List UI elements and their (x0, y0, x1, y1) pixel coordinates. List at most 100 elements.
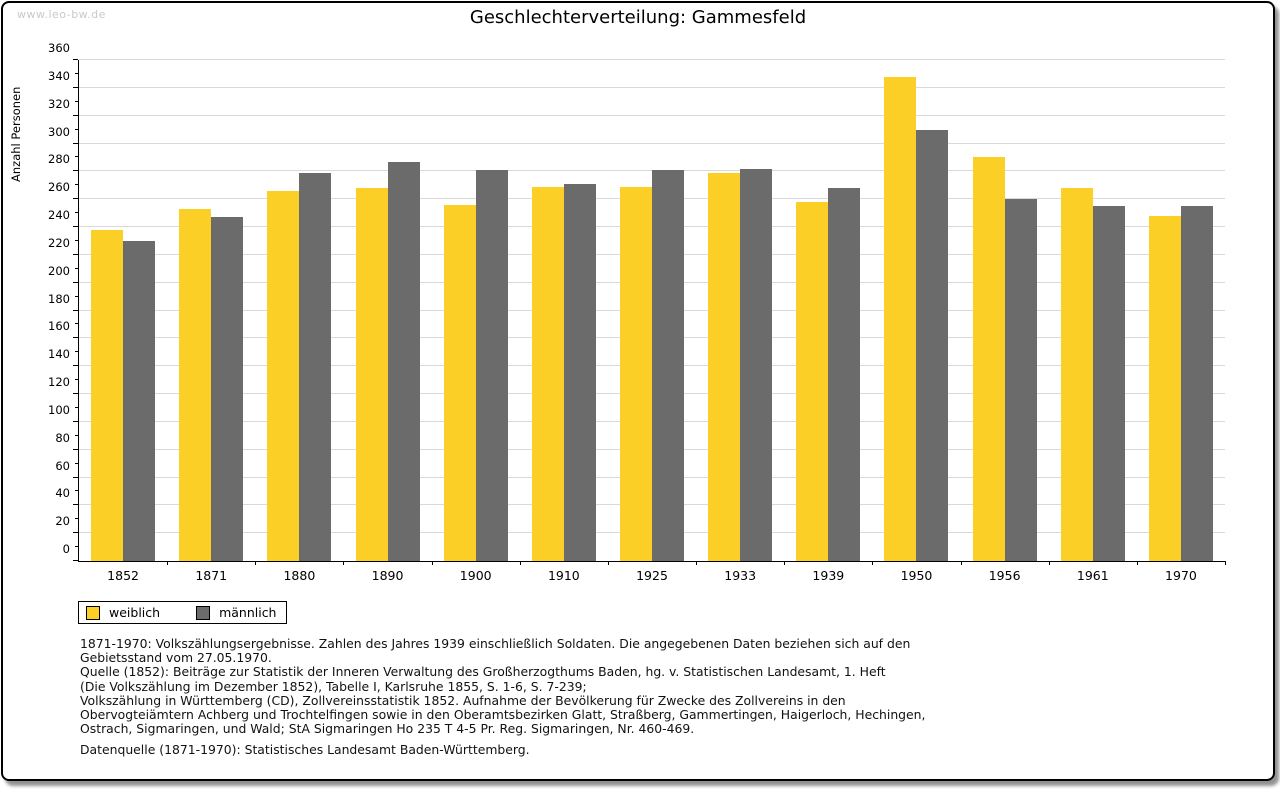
bar-weiblich-1925 (620, 186, 653, 561)
y-axis-tick (75, 239, 78, 241)
y-axis-tick (75, 295, 78, 297)
x-axis-tick (696, 561, 698, 565)
footnote-line: Quelle (1852): Beiträge zur Statistik de… (80, 664, 886, 680)
x-axis-tick-label: 1950 (900, 568, 933, 583)
bar-weiblich-1961 (1060, 188, 1093, 561)
y-axis-tick (73, 532, 78, 534)
bar-männlich-1961 (1092, 206, 1125, 561)
y-axis-tick-label: 80 (55, 430, 70, 445)
y-axis-tick (73, 393, 78, 394)
bar-series-layer: 1852 1871 1880 1890 1900 1910 1925 1933 1939 1950… (79, 60, 1225, 583)
footnote-line: Ostrach, Sigmaringen, und Wald; StA Sigm… (80, 721, 695, 737)
y-axis-tick-label: 360 (48, 41, 70, 55)
x-axis-tick-label: 1970 (1165, 568, 1197, 583)
y-axis-tick (75, 267, 78, 269)
bar-group-1961: 1961 (1049, 60, 1137, 583)
y-axis-tick-label: 200 (48, 263, 70, 278)
y-axis-tick-label: 280 (48, 152, 70, 167)
bar-weiblich-1970 (1148, 215, 1181, 561)
bar-weiblich-1939 (796, 201, 829, 561)
bar-group-1933: 1933 (696, 60, 784, 583)
y-axis-tick (73, 59, 78, 60)
bar-männlich-1910 (563, 183, 596, 561)
y-axis-tick (73, 198, 78, 200)
x-axis-tick-label: 1910 (547, 568, 580, 583)
y-axis-tick (75, 434, 78, 436)
bar-group-1956: 1956 (961, 60, 1049, 583)
x-axis-tick-label: 1852 (107, 568, 139, 583)
bar-group-1880: 1880 (255, 60, 343, 583)
footnote-line: Obervogteiämtern Achberg und Trochtelfin… (80, 707, 926, 723)
footnote-line: Volkszählung in Württemberg (CD), Zollve… (80, 692, 846, 708)
bar-group-1950: 1950 (872, 60, 960, 583)
legend-swatch-maennlich (196, 605, 211, 620)
gridline (79, 142, 1225, 144)
bar-männlich-1956 (1004, 199, 1037, 561)
x-axis-tick (607, 561, 609, 565)
y-axis-title: Anzahl Personen (9, 86, 23, 182)
footnote-line: (Die Volkszählung im Dezember 1852), Tab… (80, 678, 587, 694)
bar-weiblich-1880 (267, 190, 300, 561)
y-axis-tick (75, 406, 78, 408)
y-axis-tick (73, 309, 78, 311)
x-axis-tick (1136, 561, 1138, 565)
bar-weiblich-1933 (708, 172, 741, 561)
x-axis-tick (872, 561, 874, 565)
y-axis-tick (73, 337, 78, 339)
watermark-leo-bw: www.leo-bw.de (17, 8, 106, 21)
bar-männlich-1871 (211, 217, 244, 561)
y-axis-tick (73, 170, 78, 172)
bar-weiblich-1890 (355, 188, 388, 561)
gridline (79, 114, 1225, 116)
bar-group-1910: 1910 (520, 60, 608, 583)
gridline (79, 59, 1225, 60)
bar-group-1970: 1970 (1137, 60, 1225, 583)
y-axis-tick (75, 184, 78, 186)
bar-group-1925: 1925 (608, 60, 696, 583)
legend-item-maennlich: männlich (196, 605, 276, 620)
y-axis-tick (73, 114, 78, 116)
y-axis-tick (75, 212, 78, 214)
bar-männlich-1925 (652, 169, 685, 561)
y-axis-tick (75, 72, 78, 74)
y-axis-tick (75, 323, 78, 325)
y-axis-tick (75, 351, 78, 353)
x-axis-tick (960, 561, 962, 565)
bar-weiblich-1871 (179, 208, 212, 561)
bar-weiblich-1910 (531, 186, 564, 561)
y-axis-tick-label: 240 (48, 208, 70, 223)
datasource-note: Datenquelle (1871-1970): Statistisches L… (80, 742, 530, 757)
x-axis-tick (431, 561, 433, 565)
y-axis-tick (75, 100, 78, 102)
gridline (79, 170, 1225, 172)
x-axis-tick-label: 1939 (812, 568, 845, 583)
x-axis-tick (784, 561, 786, 565)
y-axis-tick (73, 476, 78, 478)
y-axis-tick (73, 420, 78, 422)
legend-swatch-weiblich (86, 605, 100, 620)
y-axis-tick (73, 281, 78, 283)
bar-weiblich-1900 (443, 204, 476, 561)
y-axis-tick-label: 140 (48, 347, 70, 362)
y-axis-tick-label: 40 (55, 486, 70, 501)
y-axis-tick (75, 518, 78, 520)
x-axis-tick (255, 561, 257, 565)
legend-item-weiblich: weiblich (86, 605, 160, 620)
legend-label-weiblich: weiblich (109, 605, 161, 620)
y-axis-tick (75, 490, 78, 492)
x-axis-tick (519, 561, 521, 565)
y-axis-tick-label: 120 (48, 375, 70, 390)
y-axis-tick-label: 300 (48, 124, 70, 139)
gridline (79, 86, 1225, 88)
y-axis-tick-label: 100 (48, 402, 70, 417)
y-axis-tick (75, 462, 78, 464)
bar-group-1890: 1890 (343, 60, 431, 583)
y-axis-tick-label: 60 (55, 458, 70, 473)
x-axis-tick-label: 1925 (636, 568, 668, 583)
y-axis-tick-label: 180 (48, 291, 70, 306)
chart-title: Geschlechterverteilung: Gammesfeld (469, 7, 807, 28)
bar-group-1871: 1871 (167, 60, 255, 583)
x-axis-tick (343, 561, 345, 565)
y-axis-tick (75, 546, 78, 548)
